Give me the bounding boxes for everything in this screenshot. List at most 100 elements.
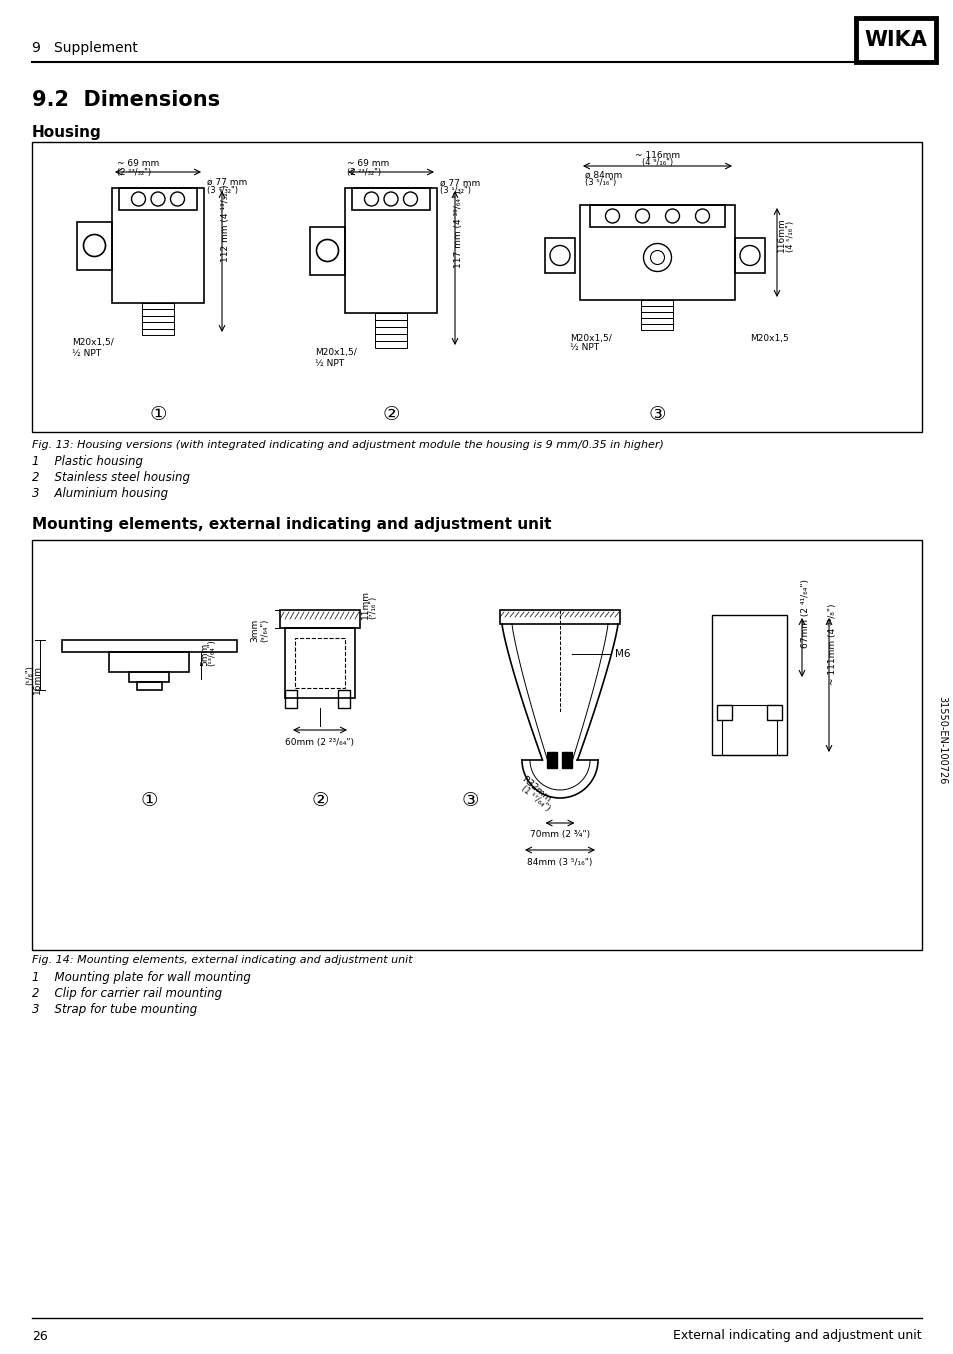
Text: 31550-EN-100726: 31550-EN-100726: [936, 696, 946, 784]
Bar: [589, 204, 724, 227]
Text: 2    Clip for carrier rail mounting: 2 Clip for carrier rail mounting: [32, 987, 222, 999]
Bar: [294, 638, 345, 688]
Text: 3    Strap for tube mounting: 3 Strap for tube mounting: [32, 1002, 197, 1016]
Text: 9   Supplement: 9 Supplement: [32, 41, 138, 56]
Bar: [544, 237, 575, 272]
Text: (3 ¹/₃₂"): (3 ¹/₃₂"): [439, 187, 471, 195]
Text: 5mm: 5mm: [200, 642, 209, 666]
Bar: [280, 611, 359, 628]
Bar: [310, 226, 345, 275]
Bar: [717, 705, 731, 720]
Bar: [855, 18, 935, 62]
Bar: [77, 222, 112, 269]
Text: 117 mm (4 ³⁹/₆₄"): 117 mm (4 ³⁹/₆₄"): [454, 190, 463, 268]
Bar: [579, 204, 734, 301]
Bar: [32, 540, 921, 951]
Text: ①: ①: [149, 405, 167, 425]
Text: External indicating and adjustment unit: External indicating and adjustment unit: [673, 1330, 921, 1343]
Bar: [352, 188, 430, 210]
Bar: [345, 188, 436, 313]
Bar: [285, 691, 296, 708]
Bar: [142, 329, 173, 334]
Text: Housing: Housing: [32, 125, 102, 139]
Text: 84mm (3 ⁵/₁₆"): 84mm (3 ⁵/₁₆"): [527, 857, 592, 867]
Bar: [766, 705, 781, 720]
Text: 1    Mounting plate for wall mounting: 1 Mounting plate for wall mounting: [32, 971, 251, 983]
Bar: [112, 188, 204, 303]
Text: (3 ⁵/₁₆"): (3 ⁵/₁₆"): [584, 179, 616, 187]
Text: Fig. 13: Housing versions (with integrated indicating and adjustment module the : Fig. 13: Housing versions (with integrat…: [32, 440, 663, 450]
Text: 16mm: 16mm: [32, 665, 42, 695]
Bar: [375, 320, 407, 328]
Text: (⁹/₆₄"): (⁹/₆₄"): [260, 619, 269, 642]
Text: M6: M6: [615, 649, 630, 659]
Text: Mounting elements, external indicating and adjustment unit: Mounting elements, external indicating a…: [32, 516, 551, 532]
Text: 70mm (2 ¾"): 70mm (2 ¾"): [529, 830, 590, 839]
Bar: [499, 611, 619, 624]
Bar: [130, 672, 170, 682]
Text: ø 77 mm: ø 77 mm: [207, 177, 247, 187]
Text: 60mm (2 ²³/₆₄"): 60mm (2 ²³/₆₄"): [285, 738, 355, 746]
Bar: [285, 628, 355, 699]
Text: 3    Aluminium housing: 3 Aluminium housing: [32, 487, 168, 501]
Text: ②: ②: [311, 791, 329, 810]
Text: ø 84mm: ø 84mm: [584, 171, 621, 180]
Bar: [119, 188, 196, 210]
Text: M20x1,5: M20x1,5: [749, 333, 788, 343]
Text: ②: ②: [382, 405, 399, 425]
Text: 67mm (2 ⁴¹/₆₄"): 67mm (2 ⁴¹/₆₄"): [801, 578, 810, 647]
Bar: [62, 640, 236, 653]
Bar: [110, 653, 190, 672]
Text: Fig. 14: Mounting elements, external indicating and adjustment unit: Fig. 14: Mounting elements, external ind…: [32, 955, 413, 965]
Text: ½ NPT: ½ NPT: [71, 348, 101, 357]
Bar: [142, 315, 173, 322]
Bar: [734, 237, 764, 272]
Bar: [375, 334, 407, 341]
Text: ③: ③: [648, 405, 665, 425]
Bar: [721, 705, 776, 756]
Text: ~ 111mm (4 ³¹/₈"): ~ 111mm (4 ³¹/₈"): [827, 604, 837, 685]
Text: (¹³/₆₄"): (¹³/₆₄"): [207, 639, 215, 666]
Text: M20x1,5/: M20x1,5/: [569, 333, 611, 343]
Text: M20x1,5/: M20x1,5/: [314, 348, 356, 357]
Text: (2 ²³/₃₂"): (2 ²³/₃₂"): [117, 168, 151, 176]
Text: (4 ⁵/₁₆"): (4 ⁵/₁₆"): [785, 221, 795, 252]
Text: (⁷/₁₆"): (⁷/₁₆"): [368, 596, 377, 619]
Bar: [547, 751, 557, 768]
Text: ½ NPT: ½ NPT: [314, 359, 344, 367]
Text: ~ 69 mm: ~ 69 mm: [117, 158, 159, 168]
Bar: [375, 313, 407, 320]
Bar: [32, 142, 921, 432]
Text: (3 ¹/₃₂"): (3 ¹/₃₂"): [207, 185, 237, 195]
Bar: [375, 341, 407, 348]
Text: ø 77 mm: ø 77 mm: [439, 179, 479, 187]
Text: 2    Stainless steel housing: 2 Stainless steel housing: [32, 471, 190, 485]
Bar: [142, 303, 173, 310]
Text: M20x1,5/: M20x1,5/: [71, 338, 113, 348]
Bar: [640, 301, 673, 306]
Bar: [640, 324, 673, 330]
Bar: [640, 318, 673, 324]
Text: WIKA: WIKA: [863, 30, 926, 50]
Bar: [375, 328, 407, 334]
Bar: [137, 682, 162, 691]
Bar: [142, 310, 173, 315]
Text: 11mm: 11mm: [360, 590, 369, 619]
Text: (1 ¹⁷/₆₄"): (1 ¹⁷/₆₄"): [519, 784, 552, 812]
Text: 1    Plastic housing: 1 Plastic housing: [32, 455, 143, 468]
Text: ½ NPT: ½ NPT: [569, 344, 598, 352]
Bar: [142, 322, 173, 329]
Bar: [640, 306, 673, 311]
Bar: [337, 691, 350, 708]
Text: ①: ①: [141, 791, 158, 810]
Text: (2 ²³/₃₂"): (2 ²³/₃₂"): [347, 168, 381, 176]
Text: 3mm: 3mm: [251, 619, 259, 642]
Text: ~ 116mm: ~ 116mm: [635, 150, 679, 160]
Text: (⁵/₈"): (⁵/₈"): [26, 665, 34, 685]
Text: 112 mm (4 ¹³/₃₂"): 112 mm (4 ¹³/₃₂"): [221, 184, 231, 261]
Text: 116mm: 116mm: [776, 218, 784, 252]
Bar: [640, 311, 673, 318]
Text: ③: ③: [460, 791, 478, 810]
Text: 9.2  Dimensions: 9.2 Dimensions: [32, 89, 220, 110]
Bar: [562, 751, 572, 768]
